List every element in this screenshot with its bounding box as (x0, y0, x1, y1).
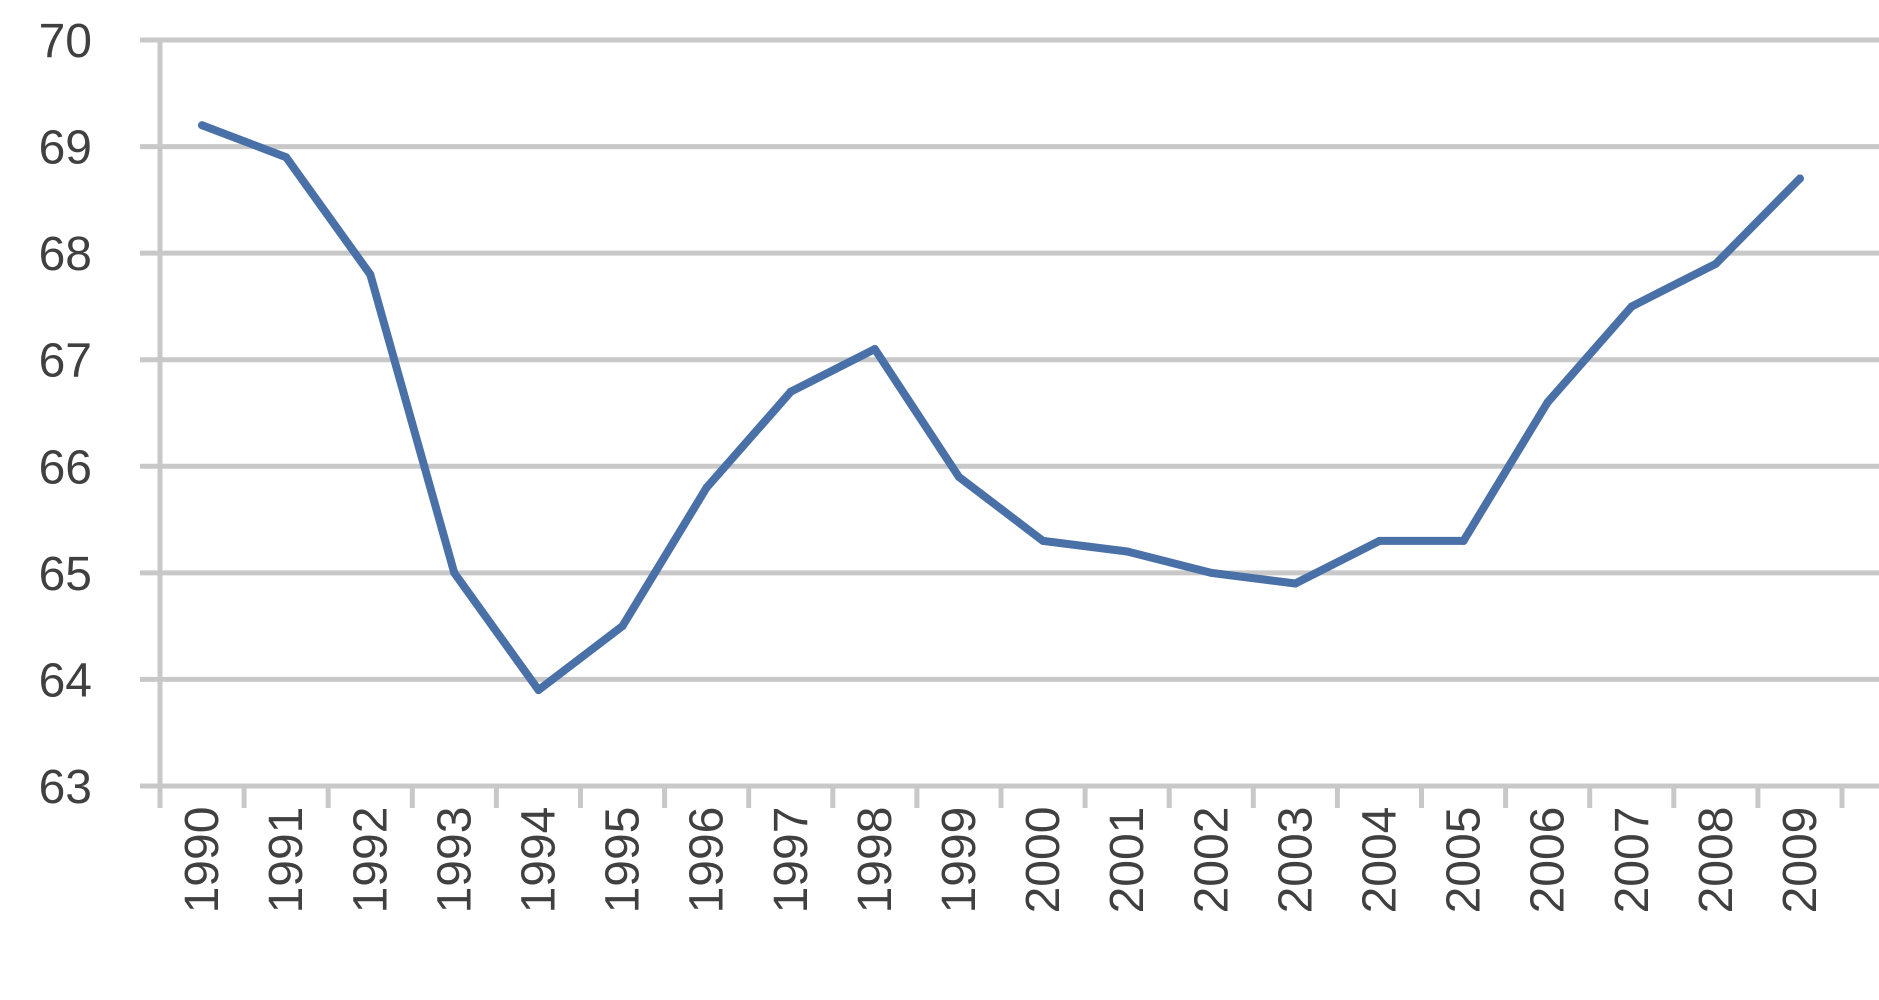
x-tick-label: 1999 (933, 807, 986, 914)
data-point (534, 686, 543, 695)
y-tick-label: 69 (39, 122, 92, 175)
data-point (198, 121, 207, 130)
y-tick-label: 67 (39, 335, 92, 388)
data-point (1123, 547, 1132, 556)
data-point (450, 568, 459, 577)
data-point (786, 387, 795, 396)
data-point (1711, 259, 1720, 268)
data-point (1375, 536, 1384, 545)
data-point (366, 270, 375, 279)
data-point (1207, 568, 1216, 577)
x-tick-label: 2003 (1269, 807, 1322, 914)
x-tick-label: 2007 (1606, 807, 1659, 914)
data-point (1543, 398, 1552, 407)
y-tick-label: 63 (39, 761, 92, 814)
data-point (1291, 579, 1300, 588)
data-point (1459, 536, 1468, 545)
x-axis-tick-labels: 1990 1991 1992 1993 1994 1995 1996 1997 1998 1999… (176, 807, 1827, 914)
data-point (282, 153, 291, 162)
x-tick-label: 2002 (1185, 807, 1238, 914)
x-tick-label: 1994 (512, 807, 565, 914)
axes (140, 40, 1879, 808)
data-point (702, 483, 711, 492)
x-tick-label: 2001 (1101, 807, 1154, 914)
y-axis-tick-labels: 63 64 65 66 67 68 69 70 (39, 15, 92, 814)
x-tick-label: 2006 (1522, 807, 1575, 914)
x-tick-label: 2000 (1017, 807, 1070, 914)
data-point (618, 622, 627, 631)
data-point (1795, 174, 1804, 183)
y-tick-label: 65 (39, 548, 92, 601)
x-tick-label: 2004 (1353, 807, 1406, 914)
x-tick-label: 2008 (1690, 807, 1743, 914)
y-tick-label: 66 (39, 441, 92, 494)
x-tick-label: 1997 (765, 807, 818, 914)
x-tick-label: 1991 (260, 807, 313, 914)
x-tick-label: 2009 (1774, 807, 1827, 914)
data-point (870, 345, 879, 354)
series-line (198, 121, 1804, 695)
data-point (1627, 302, 1636, 311)
x-tick-label: 1995 (597, 807, 650, 914)
x-tick-label: 1992 (344, 807, 397, 914)
y-tick-label: 70 (39, 15, 92, 68)
x-tick-label: 1993 (428, 807, 481, 914)
data-point (1039, 536, 1048, 545)
x-tick-label: 1998 (849, 807, 902, 914)
x-tick-label: 1996 (681, 807, 734, 914)
x-tick-label: 2005 (1438, 807, 1491, 914)
y-tick-label: 64 (39, 654, 92, 707)
x-tick-label: 1990 (176, 807, 229, 914)
data-point (954, 472, 963, 481)
y-tick-label: 68 (39, 228, 92, 281)
series-group (198, 121, 1804, 695)
gridlines (140, 37, 1879, 682)
